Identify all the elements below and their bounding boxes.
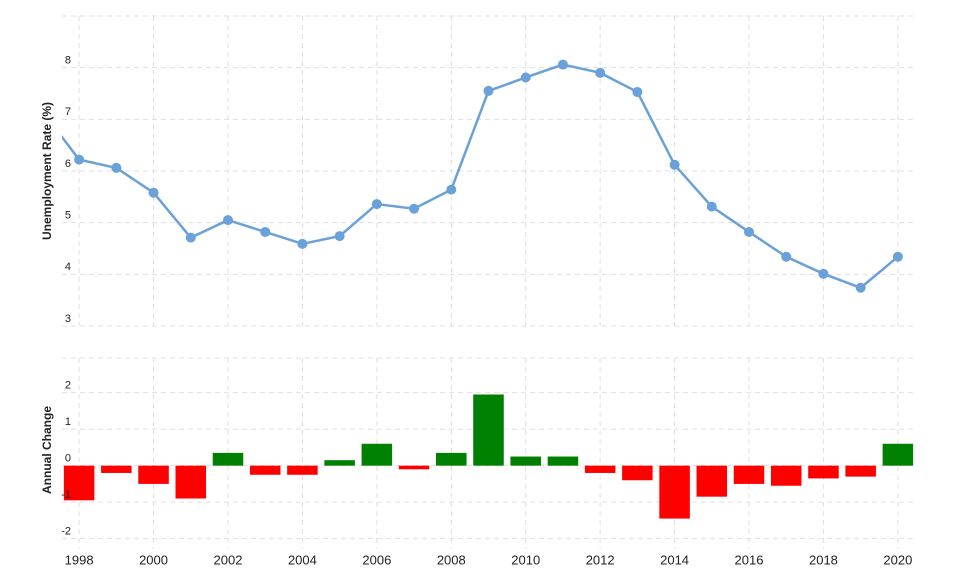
point	[557, 59, 568, 70]
y-tick-label: 8	[65, 55, 71, 67]
point	[892, 251, 903, 262]
point	[222, 215, 233, 226]
point	[409, 203, 420, 214]
bar	[324, 460, 355, 466]
x-tick-label: 2010	[511, 552, 540, 567]
point	[855, 282, 866, 293]
point	[74, 154, 85, 165]
point	[111, 162, 122, 173]
point	[520, 72, 531, 83]
line	[62, 63, 899, 290]
bar	[361, 443, 393, 466]
point	[595, 67, 606, 78]
bar	[510, 456, 541, 466]
x-tick-label: 2000	[139, 552, 168, 567]
y-tick-label: 5	[65, 210, 71, 222]
point	[781, 251, 792, 262]
x-tick-label: 2012	[586, 552, 615, 567]
point	[185, 232, 196, 243]
x-tick-label: 2008	[437, 552, 466, 567]
bar	[398, 465, 430, 470]
y-tick-label: -1	[61, 489, 71, 501]
x-tick-label: 2016	[735, 552, 764, 567]
x-tick-label: 2018	[809, 552, 838, 567]
point	[446, 184, 457, 195]
y-axis-title: Annual Change	[40, 406, 54, 494]
point	[632, 86, 643, 97]
bar	[101, 465, 132, 473]
bar	[287, 465, 318, 475]
point	[744, 226, 755, 237]
bar	[547, 456, 579, 466]
x-tick-label: 2002	[214, 552, 243, 567]
bar	[175, 465, 207, 499]
bar	[473, 394, 504, 466]
point	[297, 238, 308, 249]
plot-area	[62, 59, 914, 519]
point	[371, 199, 382, 210]
y-tick-label: 7	[65, 106, 71, 118]
bar	[436, 452, 467, 466]
x-tick-label: 2006	[362, 552, 391, 567]
point	[483, 85, 494, 96]
y-tick-label: 6	[65, 158, 71, 170]
x-tick-label: 1998	[65, 552, 94, 567]
point	[334, 231, 345, 242]
point	[706, 201, 717, 212]
y-tick-label: 1	[65, 416, 71, 428]
y-tick-label: 0	[65, 453, 71, 465]
bar	[138, 465, 169, 484]
point	[260, 226, 271, 237]
y-tick-label: 4	[65, 261, 71, 273]
x-tick-label: 2004	[288, 552, 317, 567]
bar	[622, 465, 653, 481]
point	[669, 159, 680, 170]
bar	[845, 465, 876, 477]
point	[148, 187, 159, 198]
bar	[659, 465, 690, 519]
y-tick-label: 2	[65, 380, 71, 392]
bar	[584, 465, 616, 473]
point	[818, 268, 829, 279]
bar	[733, 465, 765, 484]
bar	[63, 465, 95, 501]
bar	[212, 452, 244, 466]
bar	[696, 465, 728, 497]
bar	[882, 443, 914, 466]
x-tick-label: 2020	[883, 552, 912, 567]
y-tick-label: 3	[65, 313, 71, 325]
bar	[249, 465, 281, 475]
bar	[808, 465, 839, 479]
bar	[770, 465, 802, 486]
y-tick-label: -2	[61, 526, 71, 538]
x-tick-label: 2014	[660, 552, 689, 567]
y-axis-title: Unemployment Rate (%)	[40, 102, 54, 240]
